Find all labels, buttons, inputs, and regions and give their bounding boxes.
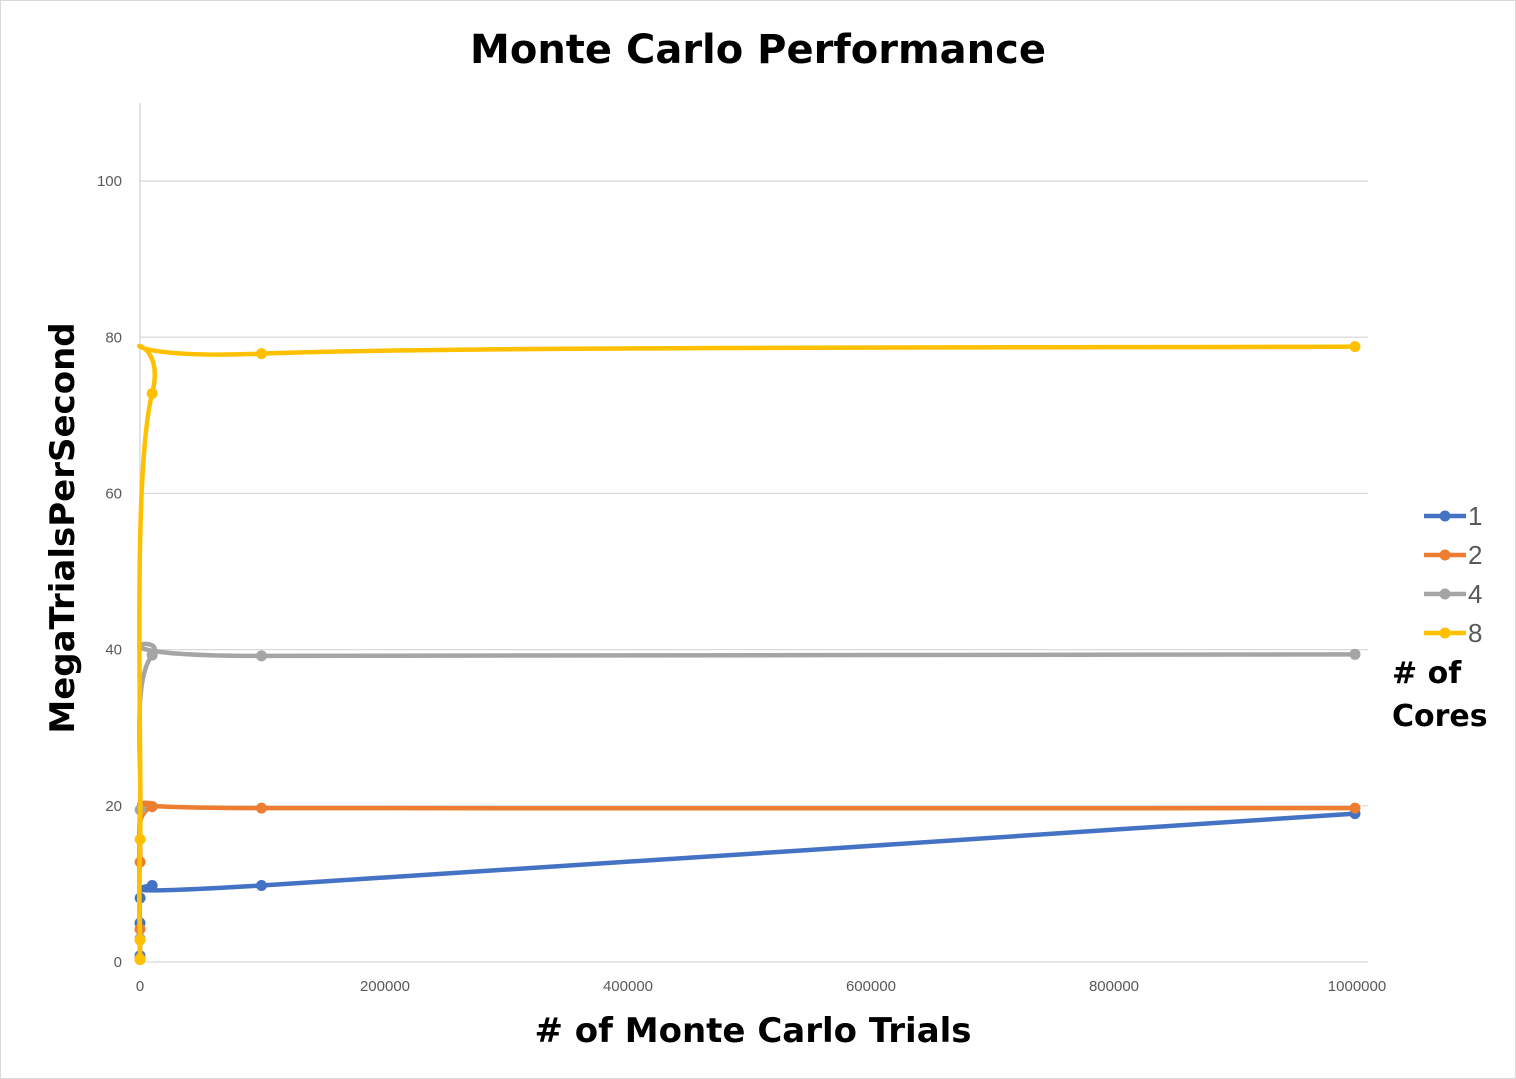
- legend-swatch-marker: [1439, 627, 1451, 639]
- legend-item-1: 1: [1424, 501, 1482, 531]
- series-4-point: [1349, 648, 1361, 660]
- y-tick-label: 40: [105, 642, 122, 659]
- series-1-line: [136, 811, 1358, 958]
- legend-item-8: 8: [1424, 618, 1482, 648]
- series-2-point: [256, 802, 267, 814]
- series-8-line: [136, 343, 1358, 962]
- y-tick-label: 100: [97, 173, 122, 190]
- series-1-point: [146, 879, 158, 891]
- series-4-point: [256, 650, 267, 662]
- legend-title-line-2: Cores: [1392, 699, 1488, 734]
- x-tick-label: 600000: [846, 978, 896, 995]
- gridlines: [140, 180, 1368, 963]
- y-axis-ticks: 0 20 40 60 80 100: [97, 173, 122, 971]
- legend-label: 4: [1468, 579, 1482, 609]
- legend-label: 2: [1468, 540, 1482, 570]
- series-8-point: [134, 833, 146, 845]
- series-8-point: [1349, 341, 1361, 353]
- y-tick-label: 60: [105, 485, 122, 502]
- series-2-point: [146, 801, 158, 813]
- x-axis-title: # of Monte Carlo Trials: [534, 1011, 971, 1051]
- legend-item-2: 2: [1424, 540, 1482, 570]
- legend-swatch-marker: [1439, 549, 1451, 561]
- y-axis-title: MegaTrialsPerSecond: [43, 322, 83, 733]
- x-tick-label: 1000000: [1328, 978, 1386, 995]
- y-tick-label: 20: [105, 798, 122, 815]
- chart-title: Monte Carlo Performance: [470, 27, 1046, 73]
- series-8-point: [146, 387, 158, 399]
- x-tick-label: 400000: [603, 978, 653, 995]
- y-tick-label: 80: [105, 329, 122, 346]
- legend: 1 2 4 8# of Cores: [1392, 501, 1488, 734]
- series-8: [134, 341, 1361, 966]
- legend-swatch-marker: [1439, 510, 1451, 522]
- series-4-line: [136, 641, 1358, 962]
- legend-item-4: 4: [1424, 579, 1482, 609]
- legend-label: 1: [1468, 501, 1482, 531]
- legend-label: 8: [1468, 618, 1482, 648]
- x-axis-ticks: 0 200000 400000 600000 800000 1000000: [136, 978, 1386, 995]
- y-tick-label: 0: [114, 954, 122, 971]
- legend-title-line-1: # of: [1392, 656, 1462, 691]
- x-tick-label: 0: [136, 978, 144, 995]
- legend-swatch-marker: [1439, 588, 1451, 600]
- series-8-point: [134, 954, 146, 966]
- series-1: [134, 808, 1361, 962]
- x-tick-label: 200000: [360, 978, 410, 995]
- series-group: [134, 341, 1361, 966]
- series-4-point: [146, 649, 158, 661]
- x-tick-label: 800000: [1089, 978, 1139, 995]
- series-1-point: [256, 879, 267, 891]
- series-2-point: [1349, 802, 1361, 814]
- series-8-point: [134, 934, 146, 946]
- series-4: [134, 641, 1361, 965]
- series-8-point: [256, 348, 267, 360]
